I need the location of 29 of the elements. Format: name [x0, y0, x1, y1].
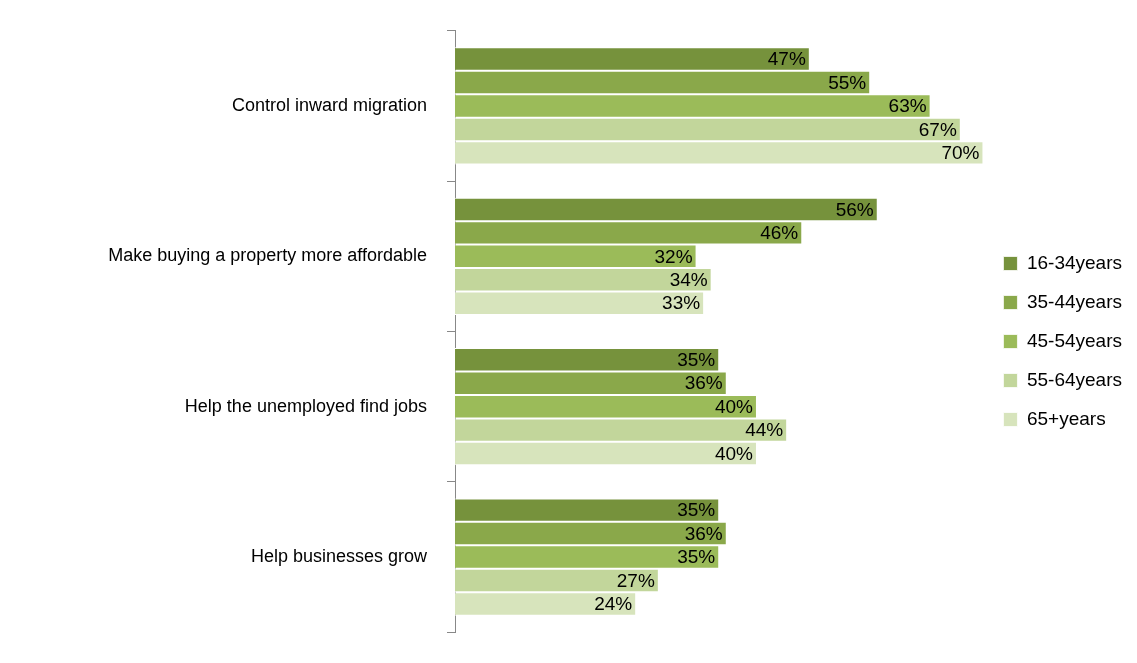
data-label: 56%: [835, 198, 874, 220]
data-label: 70%: [941, 142, 980, 164]
legend-label: 16-34years: [1026, 251, 1123, 273]
y-tick-label: Make buying a property more affordable: [108, 245, 427, 266]
data-label: 36%: [684, 522, 723, 544]
data-label: 27%: [616, 569, 655, 591]
y-tick-label: Control inward migration: [231, 94, 427, 115]
data-label: 63%: [888, 95, 927, 117]
data-label: 34%: [669, 269, 708, 291]
data-label: 35%: [677, 546, 716, 568]
data-label: 46%: [760, 222, 799, 244]
legend-label: 45-54years: [1026, 329, 1123, 351]
data-label: 40%: [714, 395, 754, 417]
data-label: 36%: [684, 372, 723, 394]
data-label: 47%: [767, 48, 806, 70]
y-tick-label: Help businesses grow: [250, 545, 428, 566]
data-label: 55%: [828, 71, 867, 93]
legend-label: 55-64years: [1026, 368, 1123, 390]
data-label: 44%: [745, 419, 784, 441]
data-label: 40%: [714, 442, 754, 464]
data-label: 35%: [677, 499, 716, 521]
data-label: 24%: [594, 593, 633, 615]
data-label: 32%: [654, 245, 693, 267]
legend-label: 35-44years: [1026, 290, 1123, 312]
data-label: 35%: [677, 349, 716, 370]
y-tick-label: Help the unemployed find jobs: [184, 395, 427, 416]
data-label: 33%: [662, 292, 701, 314]
data-label: 67%: [918, 118, 957, 140]
legend-label: 65+years: [1026, 407, 1106, 429]
